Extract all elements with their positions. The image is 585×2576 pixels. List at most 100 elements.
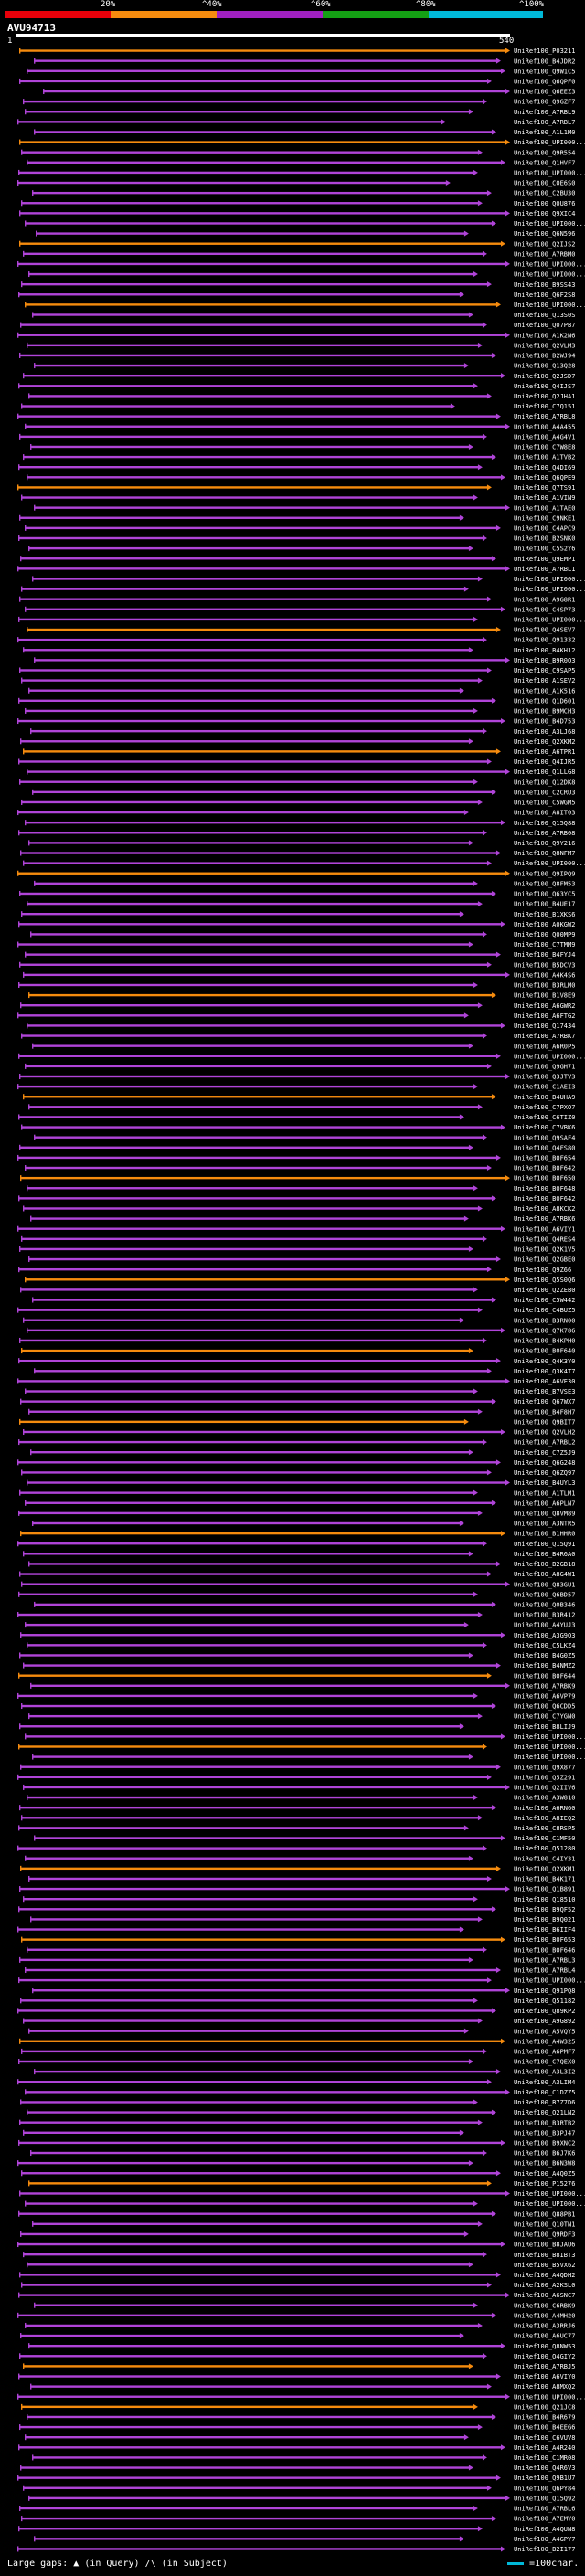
hit-label[interactable]: UniRef100_A7RBL9 <box>514 109 575 116</box>
hit-label[interactable]: UniRef100_A3W810 <box>514 1795 575 1802</box>
hit-label[interactable]: UniRef100_Q9X877 <box>514 1764 575 1771</box>
hit-label[interactable]: UniRef100_Q6ZQ97 <box>514 1469 575 1477</box>
hit-label[interactable]: UniRef100_B0F653 <box>514 1936 575 1944</box>
hit-label[interactable]: UniRef100_A4G4V1 <box>514 433 575 440</box>
hit-label[interactable]: UniRef100_C4BUZ5 <box>514 1307 575 1314</box>
hit-label[interactable]: UniRef100_Q6CDD5 <box>514 1703 575 1711</box>
hit-label[interactable]: UniRef100_UPI000... <box>514 1744 585 1751</box>
hit-label[interactable]: UniRef100_B1HHR0 <box>514 1531 575 1538</box>
hit-label[interactable]: UniRef100_B5VX62 <box>514 2262 575 2269</box>
hit-label[interactable]: UniRef100_B9QF52 <box>514 1906 575 1913</box>
hit-label[interactable]: UniRef100_B0F642 <box>514 1195 575 1203</box>
hit-label[interactable]: UniRef100_B9SS43 <box>514 281 575 289</box>
hit-label[interactable]: UniRef100_C0E6S0 <box>514 180 575 187</box>
hit-label[interactable]: UniRef100_Q9EMP1 <box>514 556 575 563</box>
hit-label[interactable]: UniRef100_UPI000... <box>514 1977 585 1985</box>
hit-label[interactable]: UniRef100_C4SP73 <box>514 606 575 613</box>
hit-label[interactable]: UniRef100_A7RBL3 <box>514 1956 575 1964</box>
hit-label[interactable]: UniRef100_C6TIZ0 <box>514 1114 575 1121</box>
hit-label[interactable]: UniRef100_UPI000... <box>514 2200 585 2208</box>
hit-label[interactable]: UniRef100_A1SEV2 <box>514 677 575 684</box>
hit-label[interactable]: UniRef100_Q0U876 <box>514 200 575 207</box>
hit-label[interactable]: UniRef100_UPI000... <box>514 261 585 269</box>
hit-label[interactable]: UniRef100_A1K516 <box>514 687 575 694</box>
hit-label[interactable]: UniRef100_A1TLM1 <box>514 1489 575 1497</box>
hit-label[interactable]: UniRef100_C7TMM9 <box>514 941 575 949</box>
hit-label[interactable]: UniRef100_UPI000... <box>514 139 585 146</box>
hit-label[interactable]: UniRef100_A7RBL6 <box>514 2506 575 2513</box>
hit-label[interactable]: UniRef100_B4NMZ2 <box>514 1662 575 1670</box>
hit-label[interactable]: UniRef100_B0F644 <box>514 1672 575 1680</box>
hit-label[interactable]: UniRef100_A7RBL4 <box>514 1967 575 1975</box>
hit-label[interactable]: UniRef100_Q88PB1 <box>514 2210 575 2218</box>
hit-label[interactable]: UniRef100_Q15Q91 <box>514 1541 575 1548</box>
hit-label[interactable]: UniRef100_Q9RDF3 <box>514 2231 575 2239</box>
hit-label[interactable]: UniRef100_Q8NFM7 <box>514 850 575 857</box>
hit-label[interactable]: UniRef100_C5W442 <box>514 1297 575 1304</box>
hit-label[interactable]: UniRef100_Q51182 <box>514 1998 575 2005</box>
hit-label[interactable]: UniRef100_B3RTB2 <box>514 2119 575 2126</box>
hit-label[interactable]: UniRef100_A9G892 <box>514 2018 575 2025</box>
hit-label[interactable]: UniRef100_C5WGM5 <box>514 800 575 807</box>
hit-label[interactable]: UniRef100_A3L3I2 <box>514 2069 575 2076</box>
hit-label[interactable]: UniRef100_A7RBL2 <box>514 1439 575 1447</box>
hit-label[interactable]: UniRef100_UPI000... <box>514 617 585 624</box>
hit-label[interactable]: UniRef100_B4KPH0 <box>514 1338 575 1345</box>
hit-label[interactable]: UniRef100_Q18510 <box>514 1896 575 1903</box>
hit-label[interactable]: UniRef100_A8IT03 <box>514 810 575 817</box>
hit-label[interactable]: UniRef100_Q9W1C5 <box>514 68 575 75</box>
hit-label[interactable]: UniRef100_C7QEX0 <box>514 2059 575 2066</box>
hit-label[interactable]: UniRef100_A4K4S6 <box>514 971 575 979</box>
hit-label[interactable]: UniRef100_Q4K3Y0 <box>514 1358 575 1365</box>
hit-label[interactable]: UniRef100_A3G9Q3 <box>514 1632 575 1639</box>
hit-label[interactable]: UniRef100_UPI000... <box>514 170 585 177</box>
hit-label[interactable]: UniRef100_Q00MP9 <box>514 931 575 938</box>
hit-label[interactable]: UniRef100_Q6N596 <box>514 230 575 238</box>
hit-label[interactable]: UniRef100_UPI000... <box>514 2190 585 2198</box>
hit-label[interactable]: UniRef100_C7W8E8 <box>514 444 575 451</box>
hit-label[interactable]: UniRef100_A9G8R1 <box>514 596 575 603</box>
hit-label[interactable]: UniRef100_Q4GIY2 <box>514 2353 575 2360</box>
hit-label[interactable]: UniRef100_Q7TS91 <box>514 484 575 492</box>
hit-label[interactable]: UniRef100_Q8NW53 <box>514 2343 575 2350</box>
hit-label[interactable]: UniRef100_C9SAP5 <box>514 667 575 674</box>
hit-label[interactable]: UniRef100_Q6F2S8 <box>514 292 575 299</box>
hit-label[interactable]: UniRef100_A1TAE0 <box>514 504 575 512</box>
hit-label[interactable]: UniRef100_Q89KP2 <box>514 2008 575 2015</box>
hit-label[interactable]: UniRef100_B5DCV3 <box>514 961 575 969</box>
hit-label[interactable]: UniRef100_A7RBL7 <box>514 119 575 126</box>
hit-label[interactable]: UniRef100_B3RLM0 <box>514 982 575 990</box>
hit-label[interactable]: UniRef100_Q2JHA1 <box>514 393 575 400</box>
hit-label[interactable]: UniRef100_B4UYL3 <box>514 1479 575 1487</box>
hit-label[interactable]: UniRef100_B7Z7D6 <box>514 2099 575 2106</box>
hit-label[interactable]: UniRef100_B4K171 <box>514 1876 575 1883</box>
hit-label[interactable]: UniRef100_A1K2N6 <box>514 332 575 339</box>
hit-label[interactable]: UniRef100_B4G0Z5 <box>514 1652 575 1659</box>
hit-label[interactable]: UniRef100_Q13Q28 <box>514 363 575 370</box>
hit-label[interactable]: UniRef100_Q21JC8 <box>514 2403 575 2411</box>
hit-label[interactable]: UniRef100_A6VP79 <box>514 1693 575 1701</box>
hit-label[interactable]: UniRef100_Q17434 <box>514 1023 575 1030</box>
hit-label[interactable]: UniRef100_B4R6A0 <box>514 1551 575 1558</box>
hit-label[interactable]: UniRef100_B0F646 <box>514 1946 575 1954</box>
hit-label[interactable]: UniRef100_Q6QPE9 <box>514 474 575 482</box>
hit-label[interactable]: UniRef100_A4MH20 <box>514 2312 575 2319</box>
hit-label[interactable]: UniRef100_Q2IIV6 <box>514 1785 575 1792</box>
hit-label[interactable]: UniRef100_C1DZZ5 <box>514 2089 575 2096</box>
hit-label[interactable]: UniRef100_B4JDR2 <box>514 58 575 65</box>
hit-label[interactable]: UniRef100_B8IBT3 <box>514 2252 575 2259</box>
hit-label[interactable]: UniRef100_A6UC77 <box>514 2333 575 2340</box>
hit-label[interactable]: UniRef100_A6SNC7 <box>514 2292 575 2299</box>
hit-label[interactable]: UniRef100_C1MF50 <box>514 1835 575 1842</box>
hit-label[interactable]: UniRef100_B4UHA9 <box>514 1094 575 1101</box>
hit-label[interactable]: UniRef100_UPI000... <box>514 1754 585 1761</box>
hit-label[interactable]: UniRef100_Q4DI69 <box>514 464 575 472</box>
hit-label[interactable]: UniRef100_A1L1M0 <box>514 129 575 136</box>
hit-label[interactable]: UniRef100_B0F650 <box>514 1175 575 1182</box>
hit-label[interactable]: UniRef100_Q10TN1 <box>514 2221 575 2228</box>
hit-label[interactable]: UniRef100_Q1LLG8 <box>514 769 575 776</box>
hit-label[interactable]: UniRef100_B3R412 <box>514 1612 575 1619</box>
hit-label[interactable]: UniRef100_A6PLN7 <box>514 1500 575 1507</box>
hit-label[interactable]: UniRef100_A6VIY0 <box>514 2373 575 2380</box>
hit-label[interactable]: UniRef100_C8RSP5 <box>514 1825 575 1832</box>
